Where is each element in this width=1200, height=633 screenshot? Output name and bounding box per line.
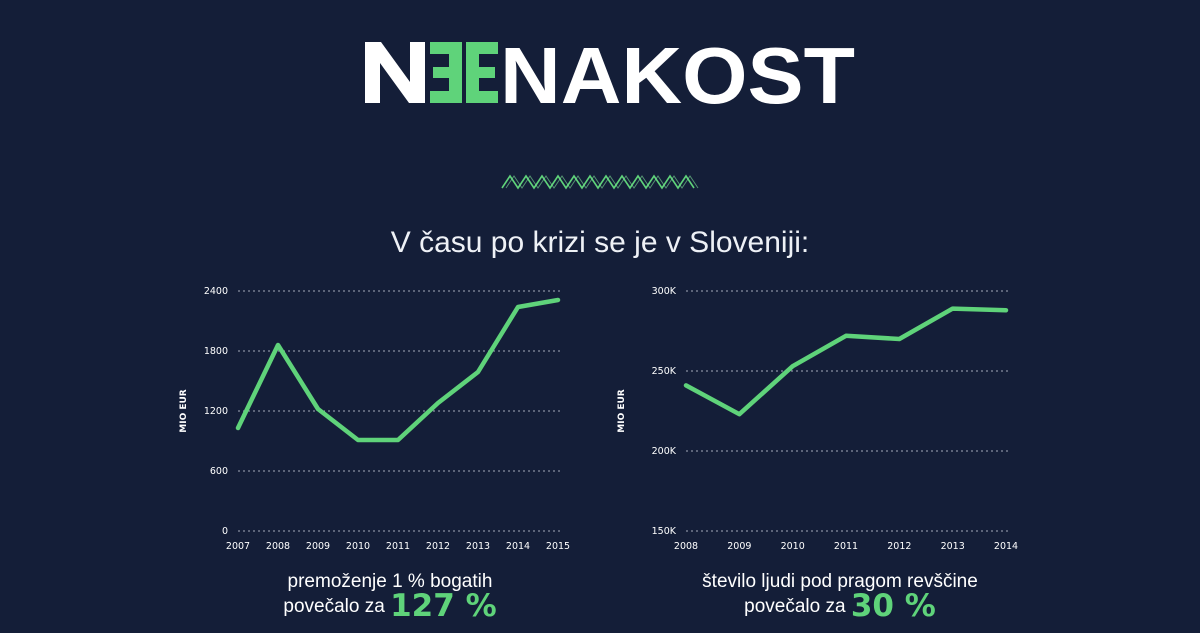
wealth-x-tick: 2009 xyxy=(306,541,330,552)
poverty-line-chart: 150K 200K 250K 300K 2008 2009 2010 2011 2012 2013… xyxy=(610,276,1030,566)
wealth-x-tick: 2012 xyxy=(426,541,450,552)
poverty-x-tick: 2012 xyxy=(887,541,911,552)
svg-text:NAKOST: NAKOST xyxy=(500,31,855,120)
wealth-y-tick: 600 xyxy=(210,466,228,477)
poverty-x-tick: 2014 xyxy=(994,541,1018,552)
brand-logo: NAKOST xyxy=(365,31,855,120)
poverty-y-tick: 250K xyxy=(652,366,677,377)
poverty-y-tick: 200K xyxy=(652,446,677,457)
wealth-highlight: 127 % xyxy=(390,588,497,624)
wealth-caption-line2: povečalo za xyxy=(283,596,385,617)
poverty-caption-line2-wrap: povečalo za 30 % xyxy=(650,591,1030,622)
wealth-line-chart: 0 600 1200 1800 2400 2007 2008 2009 2010 2011 2012… xyxy=(179,276,580,566)
poverty-x-tick: 2010 xyxy=(781,541,805,552)
poverty-caption-line1: število ljudi pod pragom revščine xyxy=(702,571,978,592)
poverty-caption: število ljudi pod pragom revščine poveča… xyxy=(650,570,1030,622)
wealth-x-tick: 2008 xyxy=(266,541,290,552)
poverty-x-tick: 2009 xyxy=(727,541,751,552)
wealth-x-tick: 2011 xyxy=(386,541,410,552)
wealth-x-tick: 2007 xyxy=(226,541,250,552)
wealth-y-tick: 0 xyxy=(222,526,228,537)
wealth-x-tick: 2013 xyxy=(466,541,490,552)
wealth-y-tick: 1800 xyxy=(204,346,228,357)
wealth-series-line xyxy=(235,297,561,443)
poverty-x-tick: 2013 xyxy=(941,541,965,552)
wealth-x-tick: 2015 xyxy=(546,541,570,552)
poverty-series-line xyxy=(683,306,1009,417)
wealth-caption: premoženje 1 % bogatih povečalo za 127 % xyxy=(230,570,550,622)
poverty-highlight: 30 % xyxy=(850,588,936,624)
poverty-chart-svg: 150K 200K 250K 300K 2008 2009 2010 2011 2012 2013… xyxy=(617,286,1018,552)
poverty-y-axis-label: MIO EUR xyxy=(617,389,627,433)
poverty-x-tick: 2011 xyxy=(834,541,858,552)
poverty-y-tick: 300K xyxy=(652,286,677,297)
wealth-caption-line1: premoženje 1 % bogatih xyxy=(287,571,493,592)
wealth-chart-svg: 0 600 1200 1800 2400 2007 2008 2009 2010 2011 2012… xyxy=(179,286,570,552)
wealth-caption-line2-wrap: povečalo za 127 % xyxy=(230,591,550,622)
poverty-x-tick: 2008 xyxy=(674,541,698,552)
zigzag-divider xyxy=(501,174,699,190)
wealth-x-tick: 2010 xyxy=(346,541,370,552)
wealth-y-tick: 1200 xyxy=(204,406,228,417)
poverty-caption-line2: povečalo za xyxy=(744,596,846,617)
page-subtitle: V času po krizi se je v Sloveniji: xyxy=(390,226,810,259)
wealth-y-axis-label: MIO EUR xyxy=(179,389,189,433)
wealth-y-tick: 2400 xyxy=(204,286,228,297)
poverty-y-tick: 150K xyxy=(652,526,677,537)
wealth-x-tick: 2014 xyxy=(506,541,530,552)
